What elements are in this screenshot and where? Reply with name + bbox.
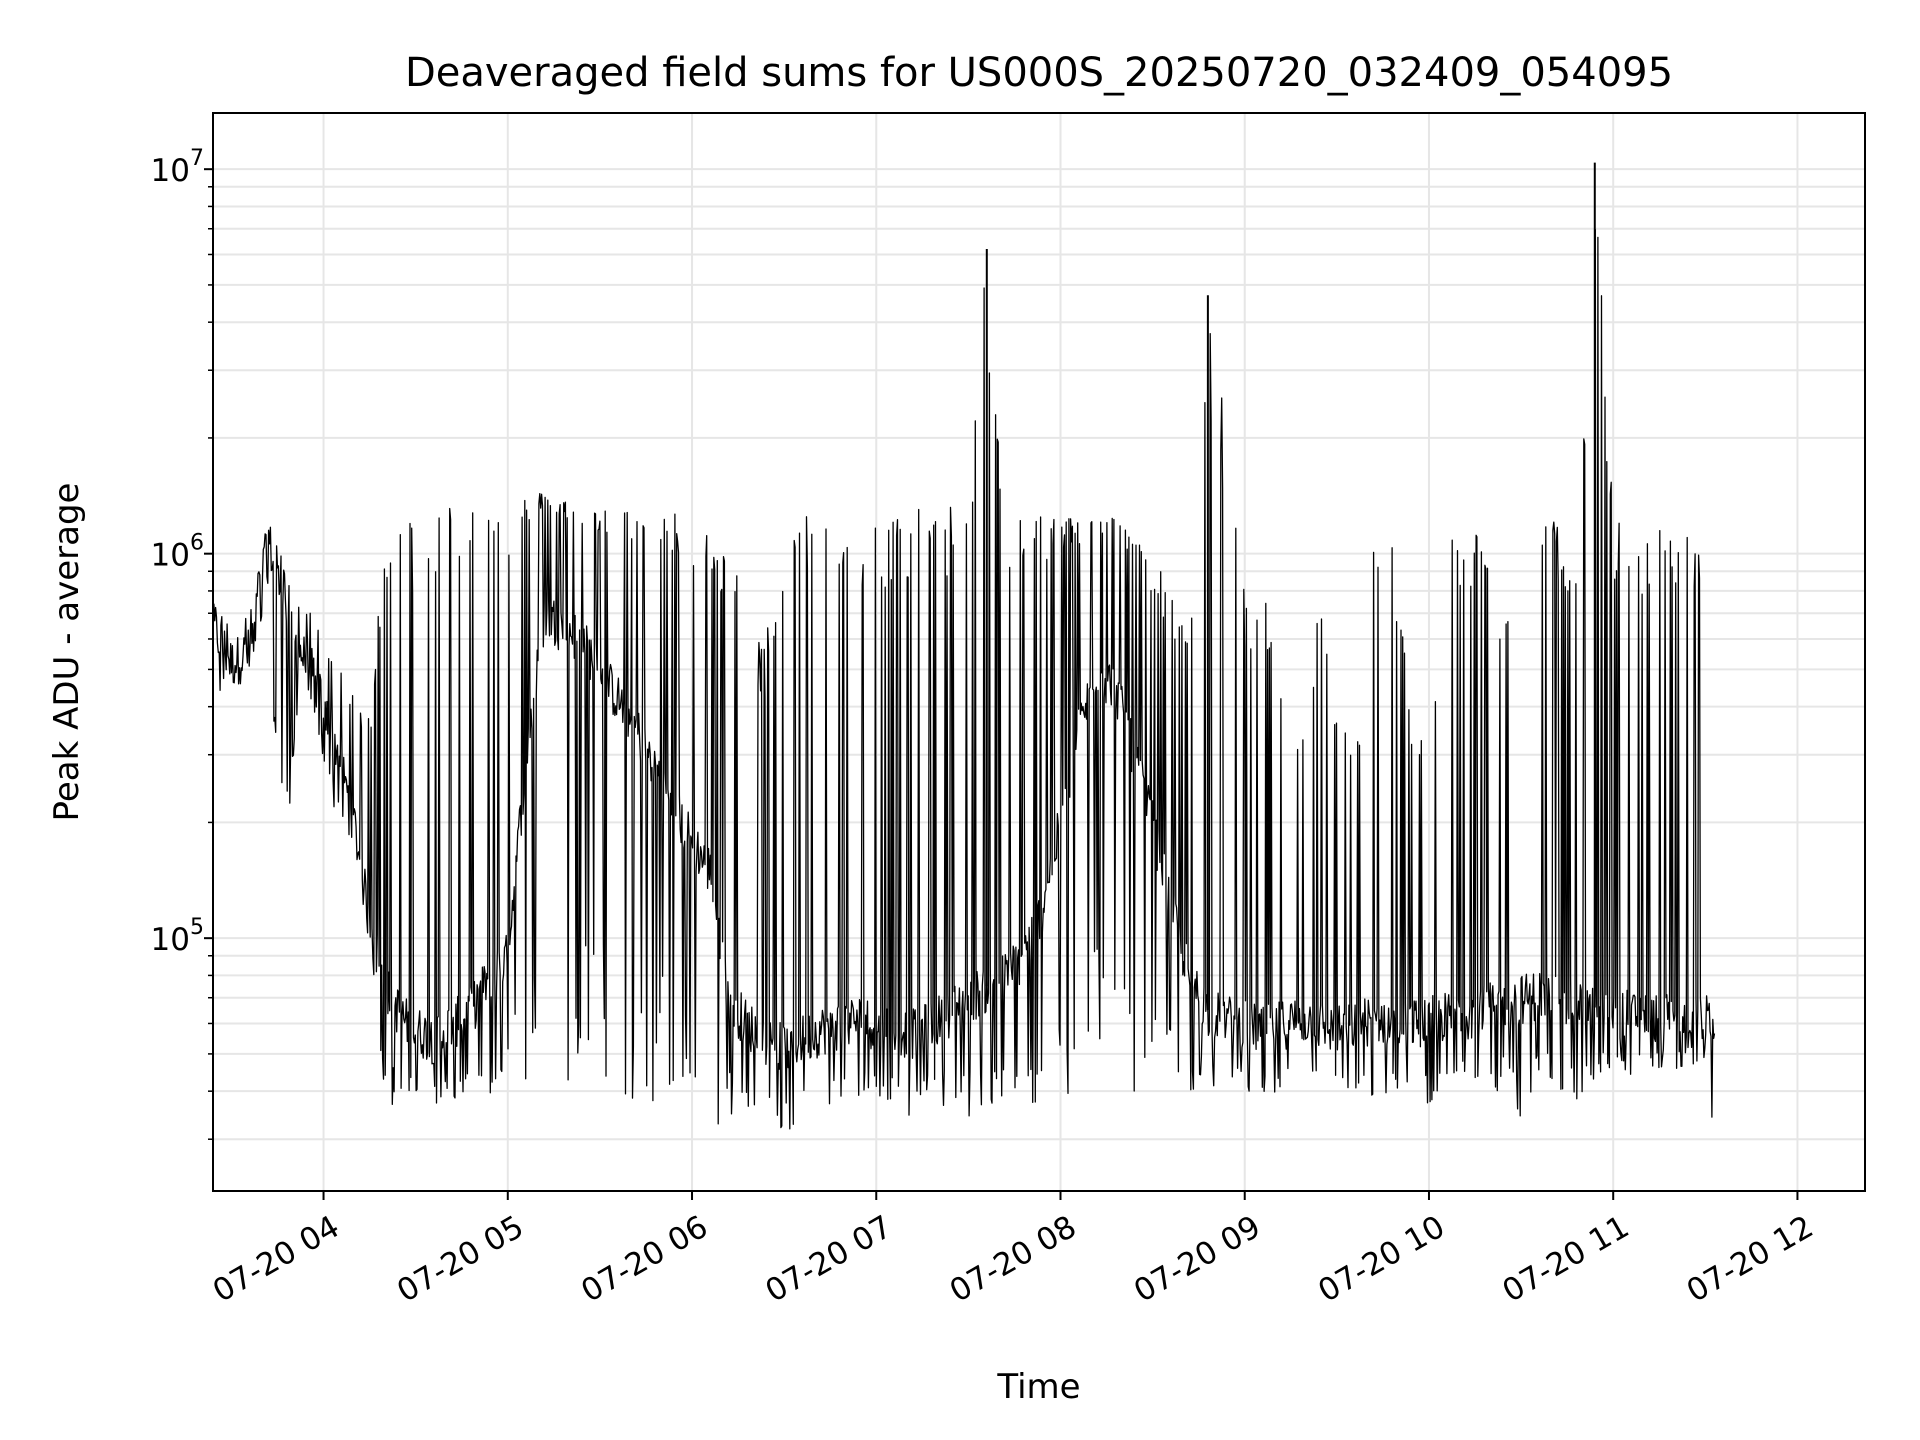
series-line xyxy=(212,228,1716,1130)
data-series xyxy=(212,162,1716,1130)
y-tick-label: 106 xyxy=(151,531,204,574)
plot-frame xyxy=(212,112,1866,1192)
y-tick-label: 105 xyxy=(151,915,204,958)
y-tick-label: 107 xyxy=(151,146,204,189)
x-axis-label: Time xyxy=(996,1367,1080,1407)
chart-title: Deaveraged field sums for US000S_2025072… xyxy=(405,50,1673,96)
y-axis-label: Peak ADU - average xyxy=(47,483,87,822)
